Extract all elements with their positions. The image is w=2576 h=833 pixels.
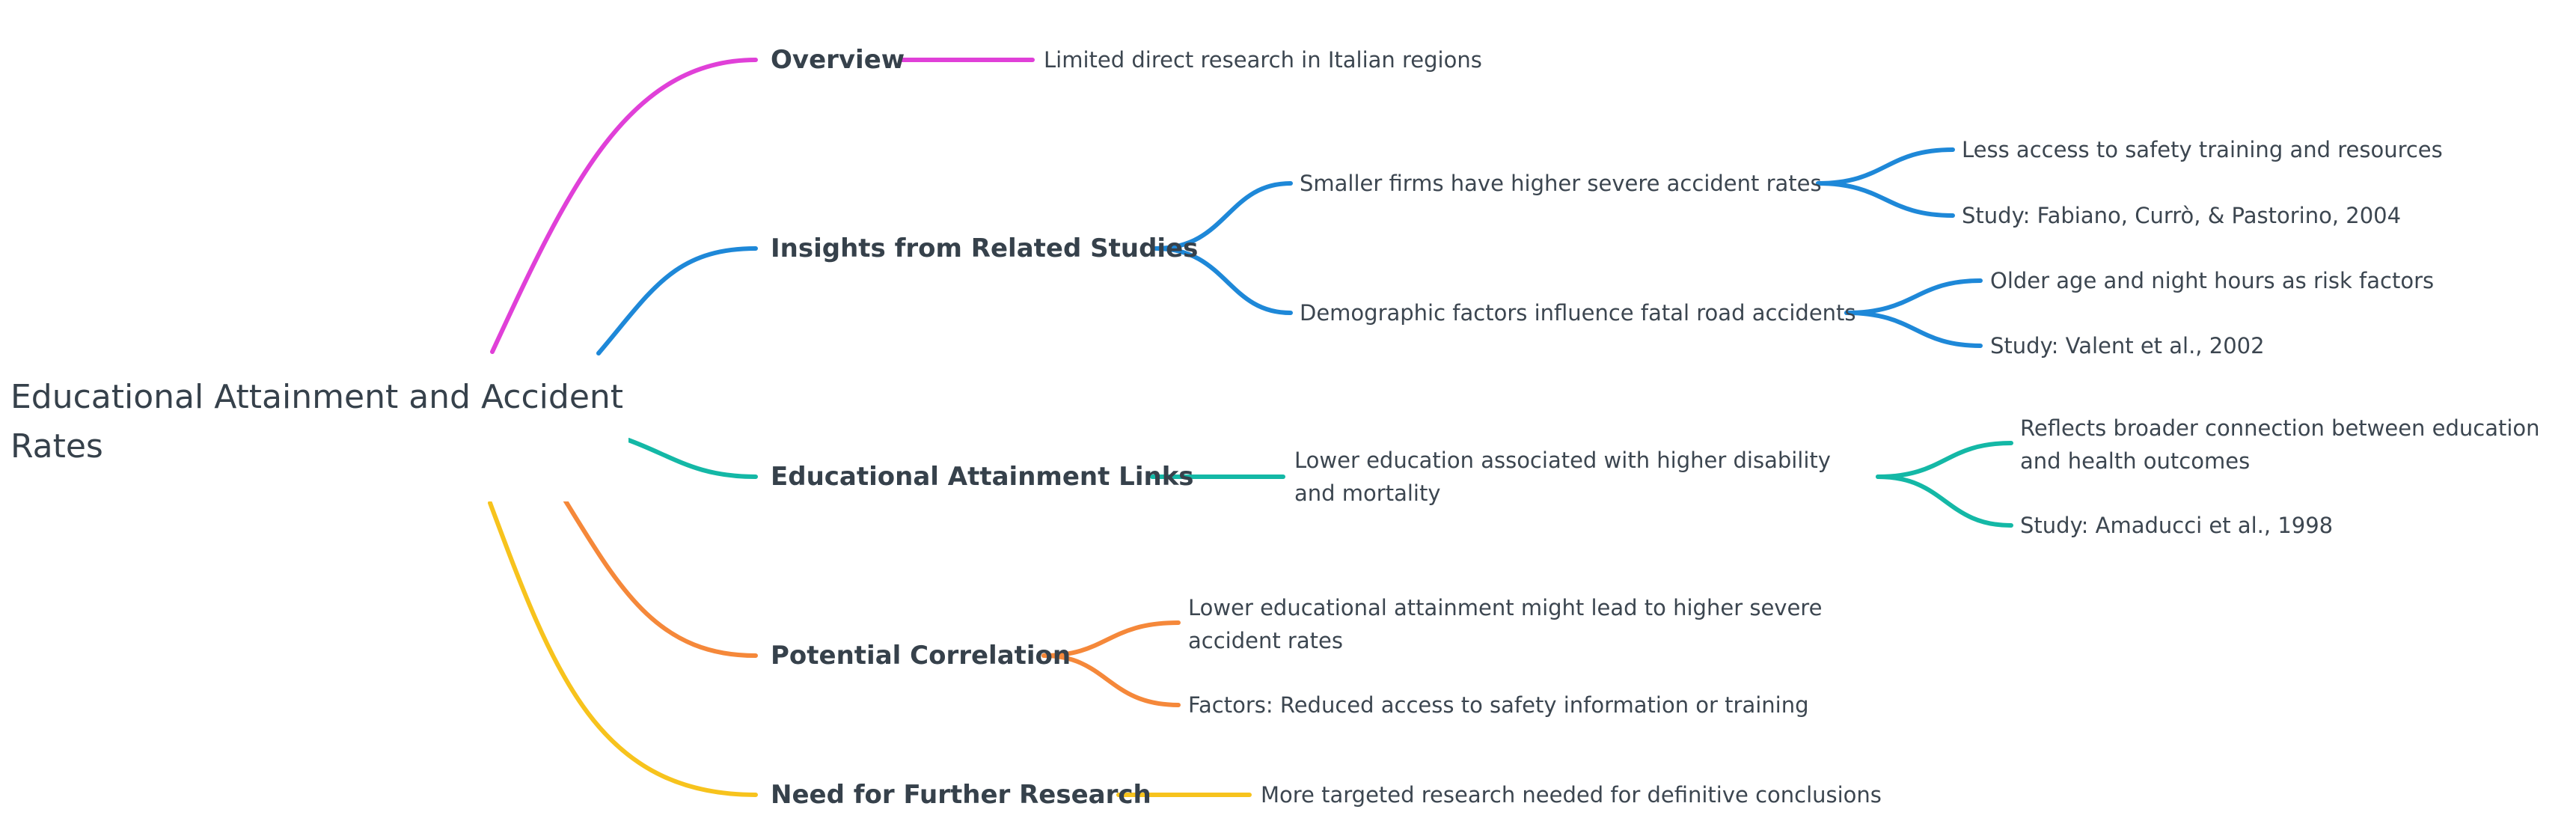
connector-correlation-factors <box>1041 653 1181 707</box>
node-smaller-firms[interactable]: Smaller firms have higher severe acciden… <box>1300 171 1822 196</box>
branch-further-research[interactable]: Need for Further Research <box>771 780 1151 810</box>
connector-lower-education-reflects <box>1876 441 2013 479</box>
node-lower-education[interactable]: Lower education associated with higher d… <box>1294 448 1831 506</box>
leaf-lower-attainment[interactable]: Lower educational attainment might lead … <box>1188 595 1823 653</box>
node-demographic-factors[interactable]: Demographic factors influence fatal road… <box>1300 300 1856 326</box>
connector-demographic-older-age <box>1844 278 1983 315</box>
leaf-limited-research[interactable]: Limited direct research in Italian regio… <box>1044 47 1482 73</box>
leaf-study-valent[interactable]: Study: Valent et al., 2002 <box>1990 333 2265 358</box>
leaf-factors-reduced-access[interactable]: Factors: Reduced access to safety inform… <box>1188 692 1809 718</box>
leaf-less-access[interactable]: Less access to safety training and resou… <box>1962 137 2443 162</box>
connector-root-research <box>488 501 758 797</box>
leaf-older-age[interactable]: Older age and night hours as risk factor… <box>1990 268 2435 293</box>
leaf-reflects-connection[interactable]: Reflects broader connection between educ… <box>2020 415 2540 474</box>
connector-root-links <box>626 438 758 479</box>
leaf-targeted-research[interactable]: More targeted research needed for defini… <box>1261 782 1882 808</box>
leaf-study-amaducci[interactable]: Study: Amaducci et al., 1998 <box>2020 513 2334 538</box>
connector-root-insights <box>596 246 758 356</box>
connector-insights-demographic <box>1154 246 1293 315</box>
connector-root-correlation <box>563 498 758 658</box>
leaf-study-fabiano[interactable]: Study: Fabiano, Currò, & Pastorino, 2004 <box>1962 203 2402 228</box>
branch-potential-correlation[interactable]: Potential Correlation <box>771 641 1071 671</box>
branch-overview[interactable]: Overview <box>771 45 905 75</box>
connector-smaller-firms-study <box>1816 181 1955 218</box>
connector-insights-smaller-firms <box>1154 181 1293 251</box>
root-node-title[interactable]: Educational Attainment and Accident Rate… <box>0 367 628 501</box>
branch-educational-links[interactable]: Educational Attainment Links <box>771 462 1194 492</box>
branch-insights[interactable]: Insights from Related Studies <box>771 234 1199 263</box>
connector-root-overview <box>490 58 758 354</box>
connector-smaller-firms-less-access <box>1816 147 1955 186</box>
connector-correlation-lower-attainment <box>1041 620 1181 658</box>
connector-demographic-study <box>1844 311 1983 348</box>
connector-lower-education-study <box>1876 475 2013 528</box>
